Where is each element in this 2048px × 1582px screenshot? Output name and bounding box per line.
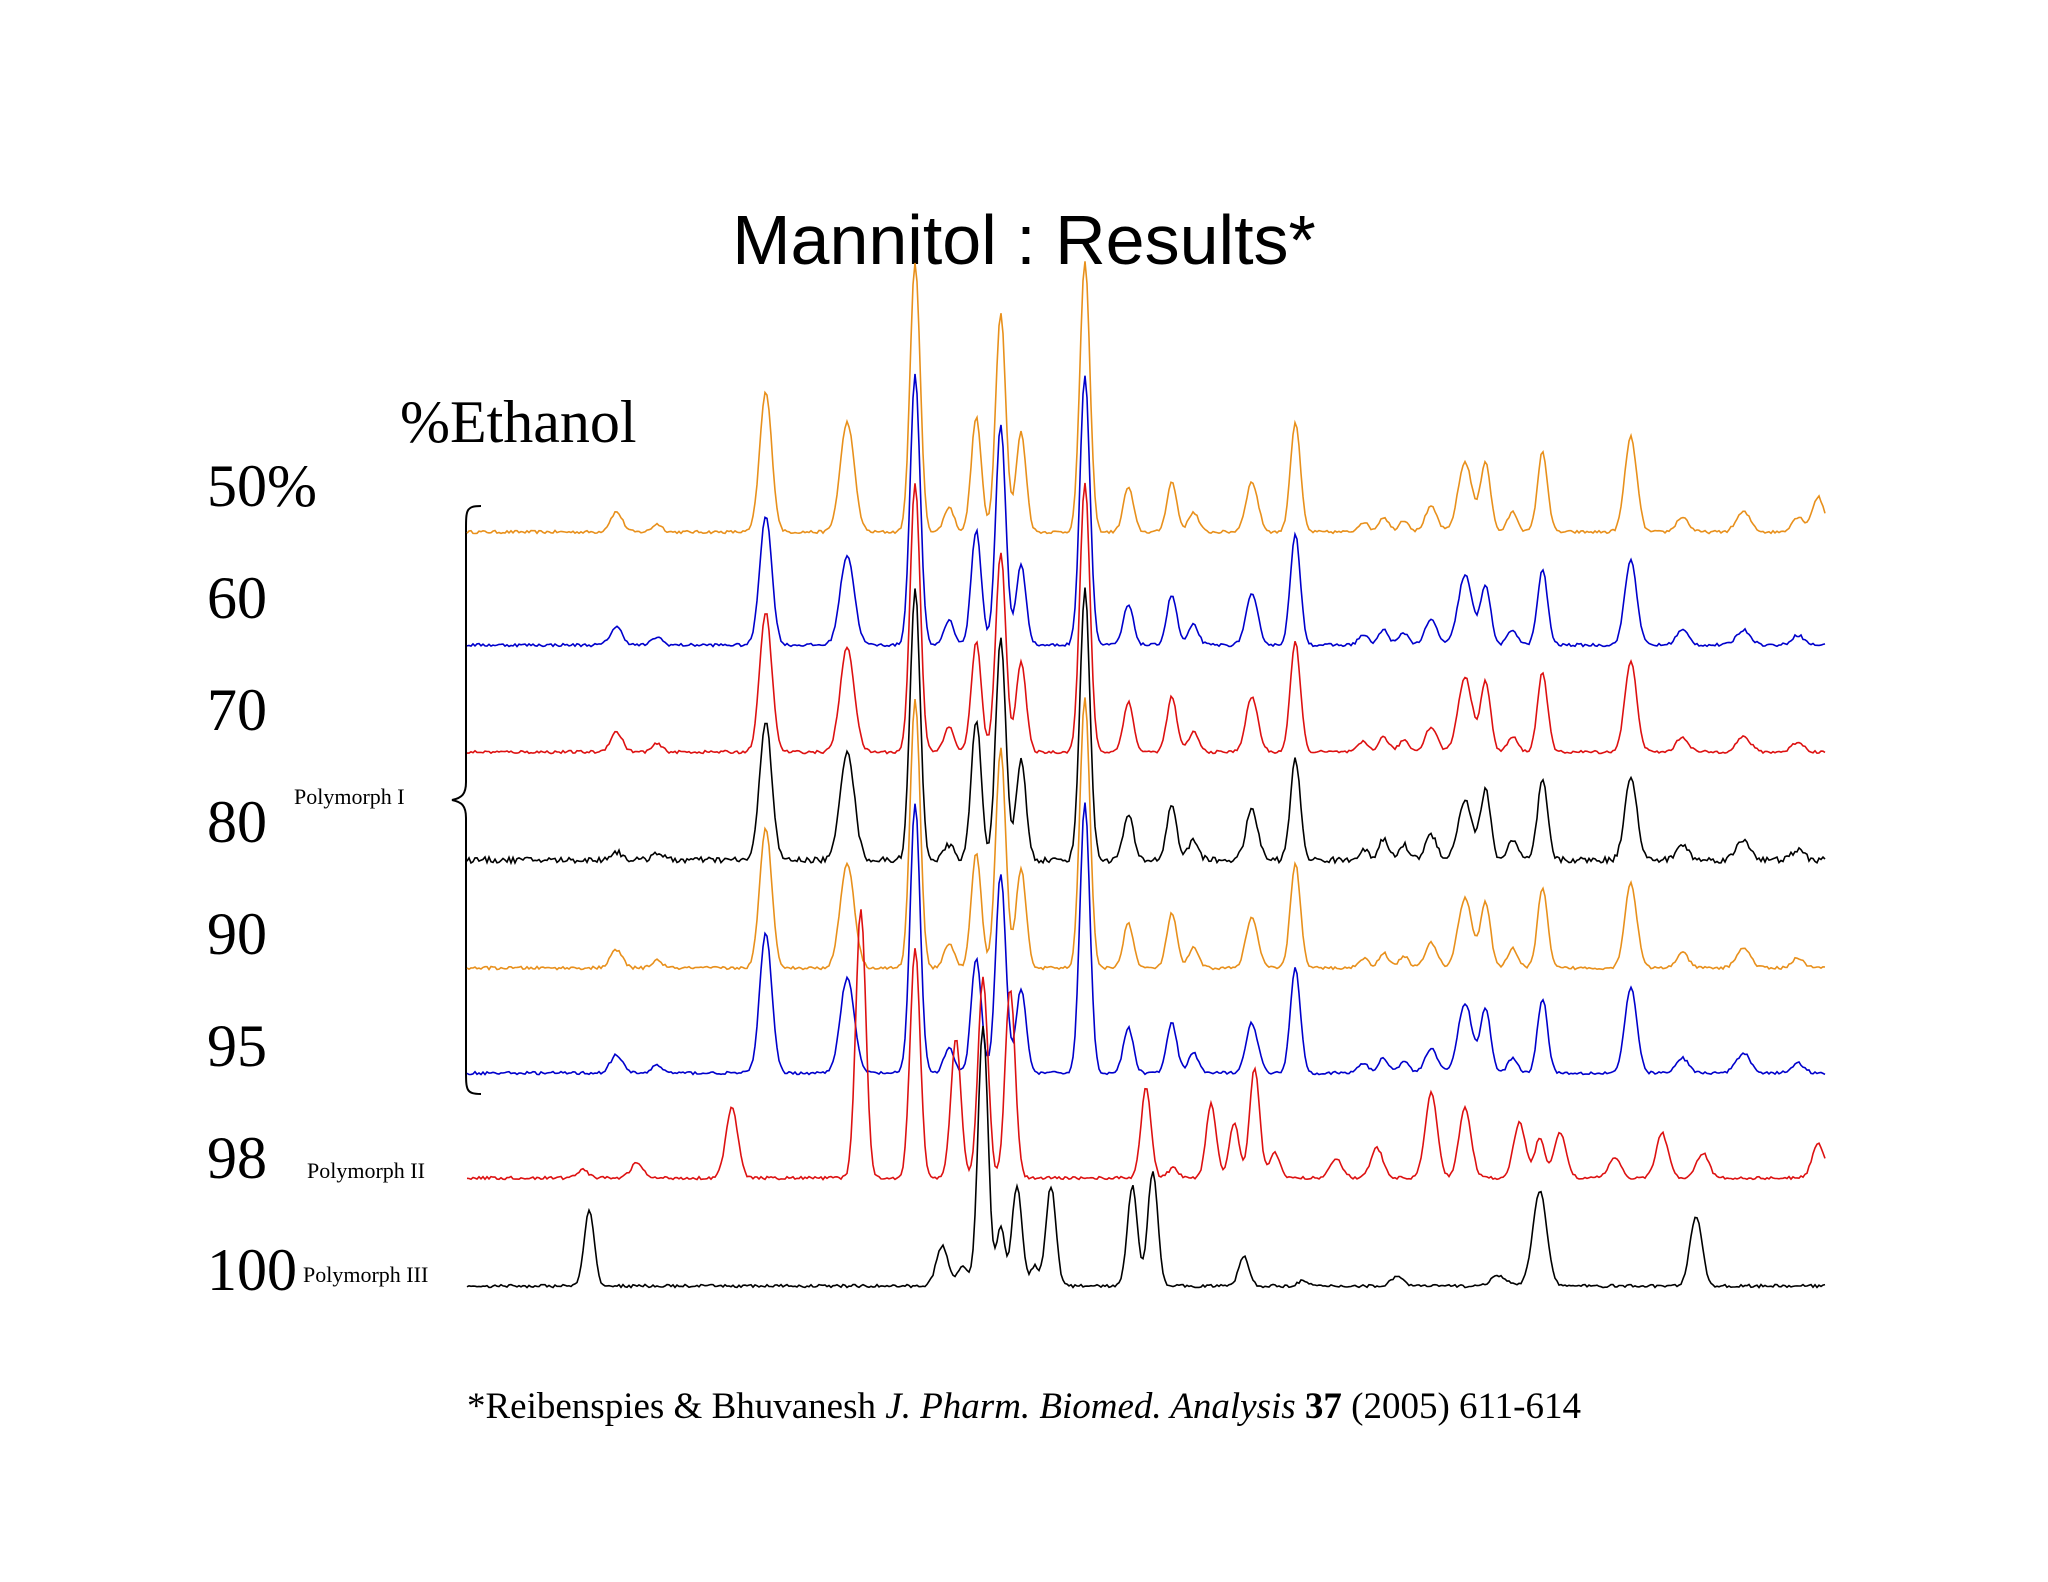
row-label-95: 95 xyxy=(207,1013,267,1079)
citation-authors: *Reibenspies & Bhuvanesh xyxy=(467,1386,877,1427)
citation-journal: J. Pharm. Biomed. Analysis xyxy=(885,1386,1296,1427)
trace-90-percent-ethanol xyxy=(466,697,1826,971)
row-label-60: 60 xyxy=(207,565,267,631)
trace-60-percent-ethanol xyxy=(466,373,1826,648)
row-label-80: 80 xyxy=(207,789,267,855)
row-label-50: 50% xyxy=(207,453,317,519)
polymorph-i-brace xyxy=(451,505,482,1095)
ethanol-axis-label: %Ethanol xyxy=(400,389,637,455)
citation-details: (2005) 611-614 xyxy=(1351,1386,1581,1427)
trace-80-percent-ethanol xyxy=(466,587,1826,866)
citation: *Reibenspies & Bhuvanesh J. Pharm. Biome… xyxy=(0,1388,2048,1425)
trace-100-percent-ethanol xyxy=(466,1025,1826,1289)
row-label-98: 98 xyxy=(207,1125,267,1191)
polymorph-ii-label: Polymorph II xyxy=(307,1158,425,1183)
trace-70-percent-ethanol xyxy=(467,482,1826,755)
row-label-90: 90 xyxy=(207,901,267,967)
polymorph-iii-label: Polymorph III xyxy=(303,1262,429,1287)
row-label-70: 70 xyxy=(207,677,267,743)
row-label-100: 100 xyxy=(207,1237,297,1303)
page-title: Mannitol : Results* xyxy=(732,201,1316,279)
citation-volume: 37 xyxy=(1304,1386,1342,1427)
trace-95-percent-ethanol xyxy=(466,802,1826,1076)
trace-50-percent-ethanol xyxy=(466,261,1826,535)
polymorph-i-label: Polymorph I xyxy=(294,784,405,809)
trace-98-percent-ethanol xyxy=(466,909,1826,1181)
